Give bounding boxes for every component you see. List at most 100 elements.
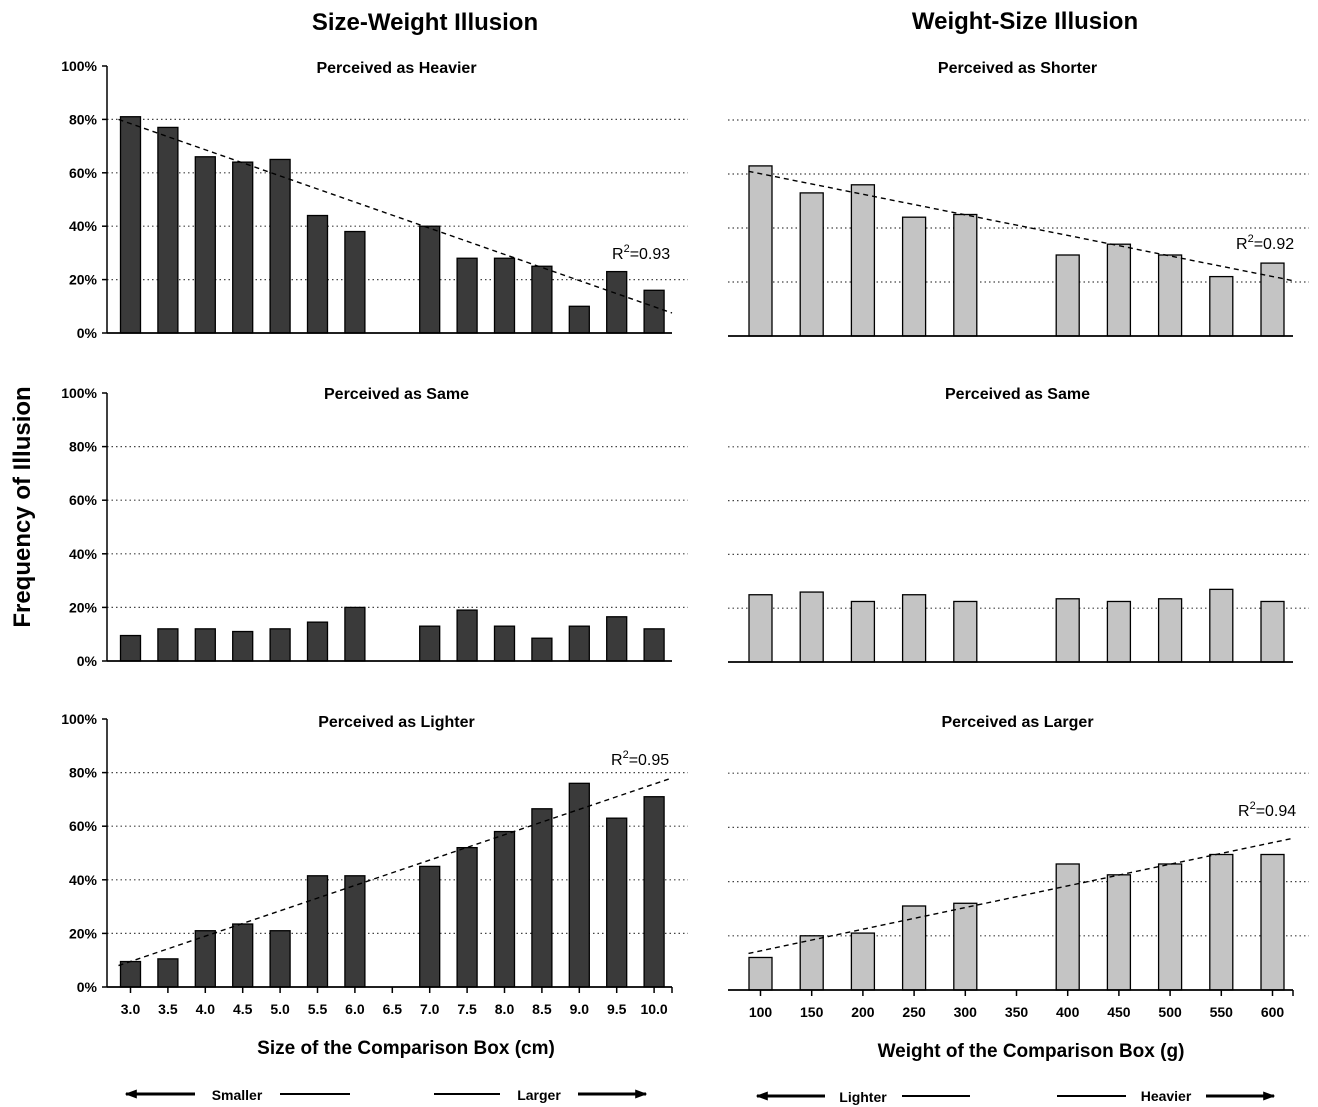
bar (119, 634, 142, 662)
bar (531, 265, 553, 334)
x-tick-label: 3.0 (121, 1001, 141, 1017)
column-title-size-weight: Size-Weight Illusion (312, 9, 538, 36)
x-tick-label: 6.5 (383, 1001, 403, 1017)
y-tick-label: 80% (69, 439, 98, 455)
x-tick-label: 7.0 (420, 1001, 440, 1017)
column-title-weight-size: Weight-Size Illusion (912, 8, 1138, 35)
y-tick-label: 0% (77, 325, 98, 341)
x-tick-label: 600 (1261, 1004, 1285, 1020)
x-axis-label-weight: Weight of the Comparison Box (g) (878, 1041, 1185, 1062)
panel-4: Perceived as Same (728, 386, 1309, 663)
bar (1260, 600, 1285, 663)
bar (157, 126, 179, 334)
r2-annotation: R2=0.95 (611, 749, 669, 769)
arrow-label-smaller: Smaller (212, 1087, 263, 1103)
bar (493, 625, 516, 662)
bar (568, 625, 590, 662)
trend-line (748, 170, 1294, 282)
x-tick-label: 450 (1107, 1004, 1131, 1020)
bar (953, 902, 978, 991)
bar (953, 213, 978, 337)
panel-2: Perceived as Shorter R2=0.92 (728, 60, 1309, 337)
arrow-label-larger: Larger (517, 1087, 561, 1103)
bar (194, 156, 216, 334)
bar (568, 782, 590, 988)
bar (850, 184, 876, 337)
x-tick-label: 4.0 (196, 1001, 216, 1017)
bar (1055, 863, 1080, 991)
bar (493, 830, 516, 988)
bar (606, 616, 628, 662)
bar (119, 960, 142, 988)
y-tick-label: 20% (69, 272, 98, 288)
bar (1106, 243, 1132, 337)
bar (606, 817, 628, 988)
x-tick-label: 250 (902, 1004, 926, 1020)
bar (1157, 598, 1183, 663)
arrow-label-heavier: Heavier (1141, 1088, 1192, 1104)
panel-3: Perceived as Same 0% 20% 40% 60% 80% 100% (61, 385, 688, 669)
trend-line (118, 777, 673, 967)
x-tick-label: 9.5 (607, 1001, 627, 1017)
x-tick-label: 7.5 (457, 1001, 477, 1017)
x-tick-label: 350 (1005, 1004, 1029, 1020)
bar (456, 846, 478, 988)
x-tick-label: 6.0 (345, 1001, 365, 1017)
x-tick-label: 5.5 (308, 1001, 328, 1017)
r2-annotation: R2=0.94 (1238, 800, 1296, 820)
bar (901, 594, 927, 663)
x-tick-label: 9.0 (570, 1001, 590, 1017)
bar (419, 225, 441, 334)
trend-line (118, 118, 673, 314)
bar (1260, 262, 1285, 337)
bar (643, 796, 665, 988)
bar (306, 621, 329, 662)
y-tick-label: 80% (69, 765, 98, 781)
bar (799, 935, 824, 991)
x-tick-label: 5.0 (270, 1001, 290, 1017)
bar (456, 609, 478, 662)
bar (232, 923, 254, 988)
bar (419, 865, 441, 988)
y-tick-label: 0% (77, 653, 98, 669)
bar (531, 637, 553, 662)
y-tick-label: 60% (69, 818, 98, 834)
panel-1: Perceived as Heavier 0% 20% 40% 60% 80% 100% R2… (61, 58, 688, 341)
bar (269, 930, 291, 988)
panel-5: Perceived as Lighter 0% 20% 40% 60% 80% 100% 3.… (61, 711, 688, 1017)
bar (419, 625, 441, 662)
bar (344, 606, 366, 662)
bar (643, 289, 665, 334)
x-tick-label: 3.5 (158, 1001, 178, 1017)
y-tick-label: 100% (61, 385, 97, 401)
panel-title: Perceived as Lighter (318, 714, 475, 731)
bar (850, 932, 876, 991)
x-tick-label: 8.5 (532, 1001, 552, 1017)
bar (643, 628, 665, 662)
x-tick-label: 100 (749, 1004, 773, 1020)
x-tick-label: 10.0 (640, 1001, 667, 1017)
bar (194, 628, 216, 662)
bar (799, 192, 824, 337)
bar (157, 958, 179, 988)
bar (1209, 853, 1234, 991)
panel-title: Perceived as Same (945, 386, 1090, 403)
panel-title: Perceived as Shorter (938, 60, 1097, 77)
x-axis-label-size: Size of the Comparison Box (cm) (257, 1038, 555, 1059)
y-tick-label: 100% (61, 58, 97, 74)
y-tick-label: 60% (69, 492, 98, 508)
panel-title: Perceived as Same (324, 386, 469, 403)
bar (456, 257, 478, 334)
arrow-label-lighter: Lighter (839, 1089, 887, 1105)
bar (1209, 275, 1234, 337)
bar (1055, 254, 1080, 337)
y-tick-label: 20% (69, 925, 98, 941)
bar (1157, 254, 1183, 337)
x-tick-label: 400 (1056, 1004, 1080, 1020)
panels: Perceived as Heavier 0% 20% 40% 60% 80% 100% R2… (61, 58, 1309, 1020)
x-tick-label: 300 (954, 1004, 978, 1020)
y-tick-label: 0% (77, 979, 98, 995)
bar (232, 161, 254, 334)
bar (306, 875, 329, 988)
